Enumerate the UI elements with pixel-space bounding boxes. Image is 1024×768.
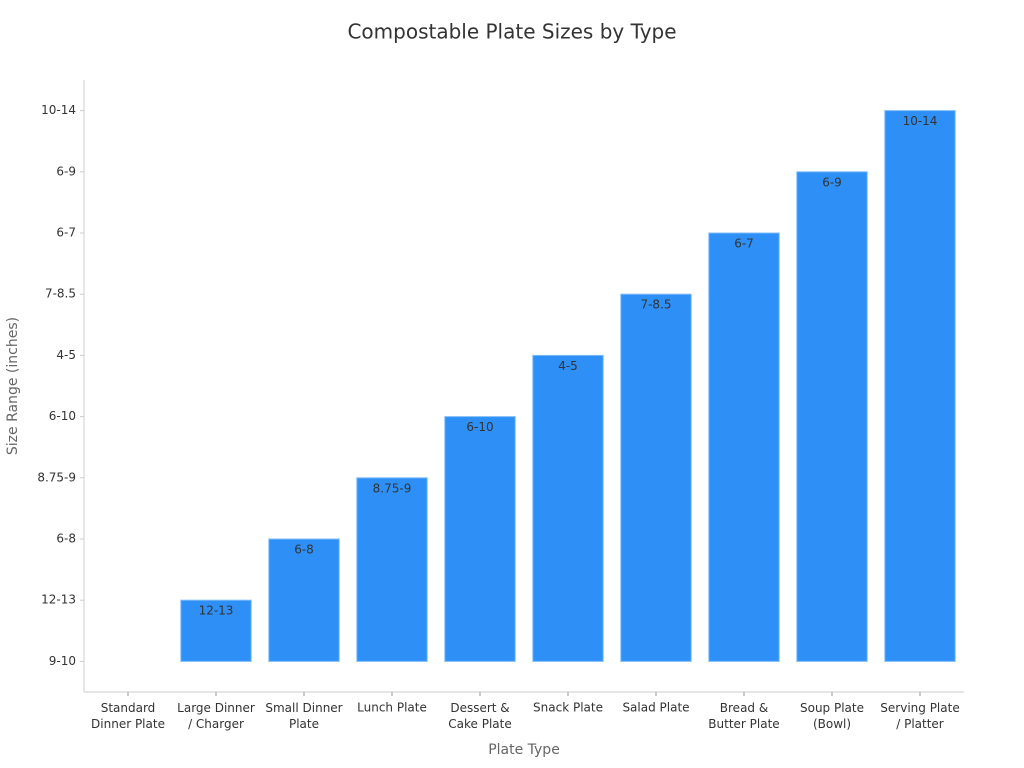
bar xyxy=(884,110,956,662)
y-tick-label: 6-8 xyxy=(56,532,76,546)
x-tick-label: Serving Plate / Platter xyxy=(880,701,959,731)
y-tick-label: 6-9 xyxy=(56,164,76,178)
value-label: 6-8 xyxy=(294,543,314,557)
y-tick-label: 8.75-9 xyxy=(37,470,76,484)
x-tick-label: Salad Plate xyxy=(622,701,689,715)
value-label: 7-8.5 xyxy=(640,298,671,312)
x-tick-label: Soup Plate (Bowl) xyxy=(800,701,864,731)
value-label: 10-14 xyxy=(903,114,938,128)
bar xyxy=(532,354,604,662)
x-tick-label: Large Dinner / Charger xyxy=(177,701,255,731)
bar xyxy=(268,538,340,662)
y-axis-label: Size Range (inches) xyxy=(5,317,21,455)
x-tick-label: Small Dinner Plate xyxy=(265,701,342,731)
bar xyxy=(444,416,516,662)
value-label: 6-9 xyxy=(822,175,842,189)
value-label: 6-7 xyxy=(734,237,754,251)
bar xyxy=(796,171,868,662)
x-tick-label: Snack Plate xyxy=(533,701,603,715)
y-tick-label: 10-14 xyxy=(41,103,76,117)
y-tick-label: 7-8.5 xyxy=(45,287,76,301)
x-axis-label: Plate Type xyxy=(488,742,560,758)
y-tick-label: 4-5 xyxy=(56,348,76,362)
y-tick-label: 12-13 xyxy=(41,593,76,607)
bar xyxy=(180,599,252,662)
bar xyxy=(620,293,692,662)
value-label: 6-10 xyxy=(466,420,493,434)
chart-title: Compostable Plate Sizes by Type xyxy=(347,20,676,44)
bar xyxy=(708,232,780,662)
bar xyxy=(356,477,428,662)
y-tick-label: 9-10 xyxy=(49,654,76,668)
x-tick-label: Standard Dinner Plate xyxy=(91,701,165,731)
y-tick-label: 6-7 xyxy=(56,226,76,240)
value-label: 4-5 xyxy=(558,359,578,373)
y-tick-label: 6-10 xyxy=(49,409,76,423)
value-label: 12-13 xyxy=(199,604,234,618)
x-tick-label: Bread & Butter Plate xyxy=(708,701,779,731)
x-tick-label: Dessert & Cake Plate xyxy=(448,701,511,731)
x-tick-label: Lunch Plate xyxy=(357,701,427,715)
value-label: 8.75-9 xyxy=(373,481,412,495)
